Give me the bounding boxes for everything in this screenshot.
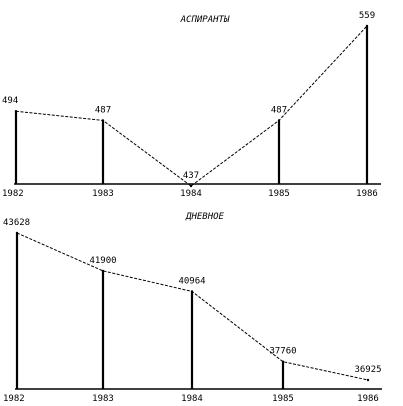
series-line: [15, 25, 368, 187]
x-tick-label-1982: 1982: [2, 189, 24, 199]
data-point-1983: [101, 119, 105, 122]
data-label-1983: 487: [95, 105, 111, 115]
data-label-1983: 41900: [89, 256, 116, 266]
data-point-1982: [15, 231, 19, 235]
chart-title: АСПИРАНТЫ: [180, 15, 230, 25]
chart-dnevnoe: ДНЕВНОЕ 43628 1982 41900 1983 40964 1984 37760…: [3, 212, 382, 404]
x-tick-label-1985: 1985: [268, 189, 290, 199]
data-point-1986: [366, 378, 370, 382]
x-tick-label-1983: 1983: [92, 394, 114, 404]
data-label-1982: 494: [2, 96, 18, 106]
data-label-1986: 559: [359, 11, 375, 21]
data-label-1984: 437: [183, 171, 199, 181]
data-point-1983: [101, 269, 105, 273]
data-label-1985: 487: [271, 105, 287, 115]
data-point-1982: [14, 110, 18, 113]
chart-title: ДНЕВНОЕ: [185, 212, 225, 222]
data-label-1986: 36925: [354, 365, 381, 375]
data-point-1984: [190, 290, 194, 293]
data-point-1985: [277, 119, 281, 122]
data-point-1984: [189, 184, 193, 188]
data-point-1986: [365, 24, 369, 28]
x-tick-label-1986: 1986: [357, 394, 379, 404]
data-point-1985: [281, 360, 285, 363]
data-label-1985: 37760: [269, 347, 296, 357]
chart-aspiranty: АСПИРАНТЫ 494 1982 487 1983 437 1984 487 1985 55…: [2, 11, 381, 199]
x-tick-label-1984: 1984: [181, 394, 203, 404]
x-tick-label-1984: 1984: [180, 189, 202, 199]
x-tick-label-1986: 1986: [356, 189, 378, 199]
x-tick-label-1982: 1982: [3, 394, 25, 404]
data-label-1982: 43628: [3, 218, 30, 228]
data-label-1984: 40964: [178, 276, 205, 286]
x-tick-label-1985: 1985: [272, 394, 294, 404]
x-tick-label-1983: 1983: [92, 189, 114, 199]
